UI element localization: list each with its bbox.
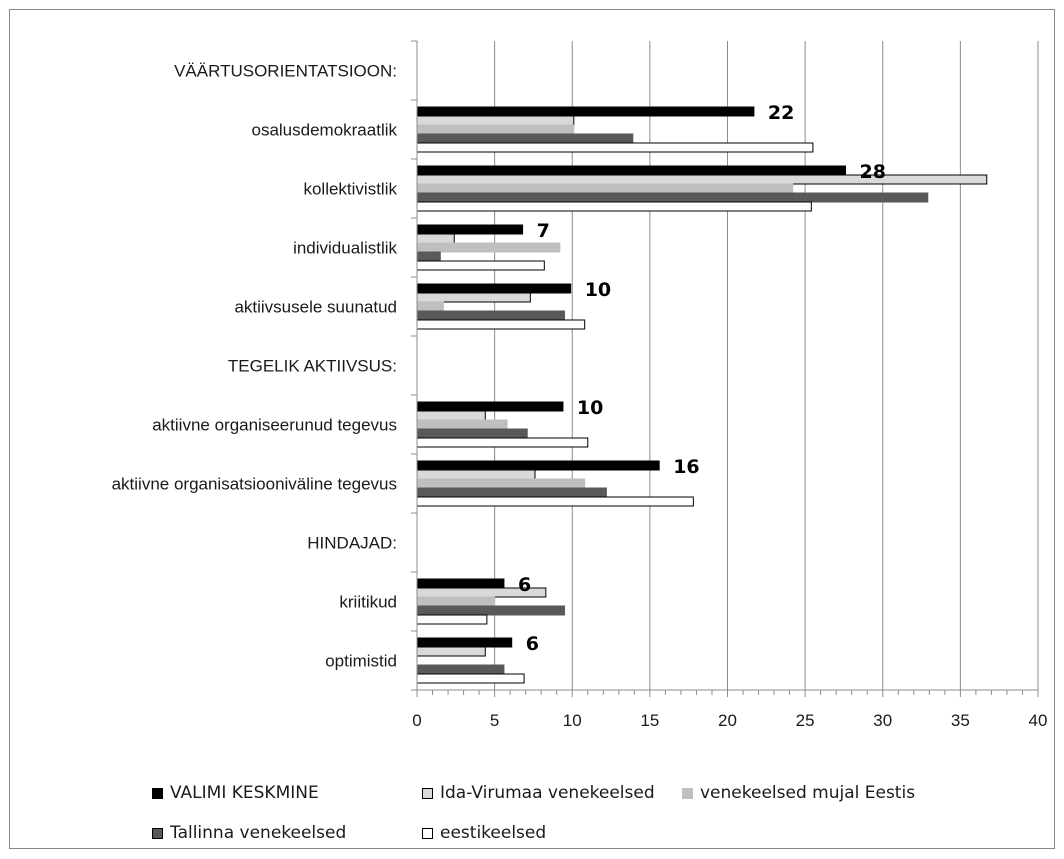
category-label: aktiivne organisatsiooniväline tegevus	[112, 475, 397, 494]
category-label: kriitikud	[339, 593, 397, 612]
bar	[416, 251, 441, 262]
x-tick-label: 35	[951, 711, 970, 730]
bar	[416, 460, 660, 471]
x-tick-label: 0	[412, 711, 421, 730]
bar	[416, 437, 589, 448]
bar	[416, 664, 505, 675]
bar	[416, 401, 564, 412]
category-label: HINDAJAD:	[307, 534, 397, 553]
bar	[416, 487, 607, 498]
x-tick-label: 5	[490, 711, 499, 730]
category-label: osalusdemokraatlik	[251, 121, 397, 140]
legend-item-ida-virumaa-venekeelsed: Ida-Virumaa venekeelsed	[422, 783, 655, 803]
category-label: optimistid	[325, 652, 397, 671]
bar	[416, 133, 634, 144]
bar	[416, 124, 575, 135]
bar	[416, 174, 988, 185]
legend-item-tallinna-venekeelsed: Tallinna venekeelsed	[152, 823, 346, 843]
bar	[416, 578, 505, 589]
bar	[416, 115, 575, 126]
bar	[416, 292, 531, 303]
bar	[416, 478, 586, 489]
x-tick-label: 30	[873, 711, 892, 730]
legend-swatch	[152, 827, 163, 839]
data-label: 10	[585, 279, 611, 301]
legend-label: eestikeelsed	[440, 823, 547, 843]
legend-item-valimi-keskmine: VALIMI KESKMINE	[152, 783, 319, 803]
legend-label: Ida-Virumaa venekeelsed	[440, 783, 655, 803]
bar	[416, 201, 812, 212]
bar	[416, 637, 513, 648]
bar	[416, 283, 572, 294]
legend-swatch	[422, 787, 433, 799]
category-label: aktiivne organiseerunud tegevus	[152, 416, 397, 435]
category-label: aktiivsusele suunatud	[234, 298, 397, 317]
bar	[416, 224, 524, 235]
bar	[416, 183, 794, 194]
x-tick-label: 10	[563, 711, 582, 730]
category-label: kollektivistlik	[303, 180, 397, 199]
legend-label: VALIMI KESKMINE	[170, 783, 319, 803]
data-label: 28	[859, 161, 885, 183]
bar	[416, 165, 846, 176]
x-tick-label: 15	[640, 711, 659, 730]
legend-item-eestikeelsed: eestikeelsed	[422, 823, 546, 843]
data-label: 10	[577, 397, 603, 419]
bar	[416, 614, 488, 625]
data-label: 16	[673, 456, 699, 478]
bar	[416, 319, 586, 330]
x-tick-label: 40	[1029, 711, 1048, 730]
bar	[416, 428, 528, 439]
bar	[416, 301, 444, 312]
bar	[416, 260, 545, 271]
bar	[416, 646, 486, 657]
bar	[416, 106, 755, 117]
legend-item-venekeelsed-mujal-eestis: venekeelsed mujal Eestis	[682, 783, 915, 803]
x-tick-label: 25	[796, 711, 815, 730]
chart-frame: VÄÄRTUSORIENTATSIOON: osalusdemokraatlik 2…	[9, 9, 1055, 849]
legend-swatch	[422, 827, 433, 839]
data-label: 6	[518, 574, 531, 596]
bar	[416, 310, 565, 321]
bar-chart: VÄÄRTUSORIENTATSIOON: osalusdemokraatlik 2…	[112, 40, 1048, 730]
data-label: 6	[526, 633, 539, 655]
bar	[416, 496, 694, 507]
bar	[416, 469, 536, 480]
legend-label: venekeelsed mujal Eestis	[700, 783, 916, 803]
data-label: 7	[537, 220, 550, 242]
legend-swatch	[152, 787, 163, 799]
category-label: individualistlik	[293, 239, 397, 258]
bar	[416, 233, 455, 244]
category-label: TEGELIK AKTIIVSUS:	[228, 357, 397, 376]
category-label: VÄÄRTUSORIENTATSIOON:	[174, 62, 397, 81]
bar	[416, 142, 814, 153]
bar	[416, 419, 508, 430]
legend-label: Tallinna venekeelsed	[170, 823, 347, 843]
bar	[416, 192, 929, 203]
bar	[416, 596, 496, 607]
x-tick-label: 20	[718, 711, 737, 730]
legend-swatch	[682, 787, 693, 799]
bar	[416, 673, 525, 684]
bar	[416, 605, 565, 616]
bar	[416, 410, 486, 421]
bar	[416, 242, 561, 253]
data-label: 22	[768, 102, 794, 124]
